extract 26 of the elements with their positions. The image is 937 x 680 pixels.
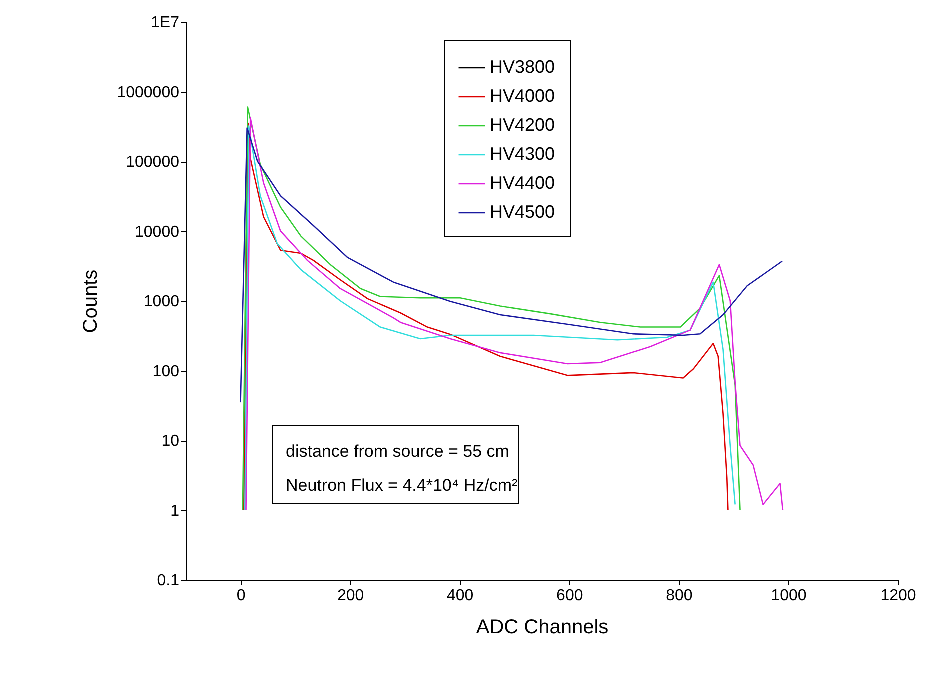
x-tick-label: 1200 bbox=[880, 588, 916, 604]
annotation: Neutron Flux = 4.4*10⁴ Hz/cm² bbox=[286, 476, 518, 495]
y-tick-label: 1000000 bbox=[117, 84, 180, 102]
x-axis-title: ADC Channels bbox=[476, 616, 609, 638]
y-tick-label: 10 bbox=[162, 433, 180, 450]
x-tick-label: 1000 bbox=[771, 588, 807, 604]
legend-label: HV4300 bbox=[490, 144, 556, 164]
y-tick-label: 10000 bbox=[135, 224, 180, 241]
y-tick-label: 1000 bbox=[144, 294, 180, 310]
legend-label: HV3800 bbox=[490, 57, 556, 77]
x-tick-label: 0 bbox=[236, 588, 246, 604]
y-tick-label: 100000 bbox=[126, 154, 180, 171]
legend-label: HV4400 bbox=[490, 173, 556, 193]
y-axis-title: Counts bbox=[80, 270, 102, 334]
y-tick-label: 0.1 bbox=[157, 572, 180, 590]
legend-label: HV4500 bbox=[490, 202, 556, 222]
y-tick-label: 1E7 bbox=[151, 14, 180, 32]
x-tick-label: 600 bbox=[556, 588, 584, 604]
x-tick-label: 800 bbox=[666, 588, 693, 604]
x-tick-label: 200 bbox=[337, 588, 364, 604]
x-tick-label: 400 bbox=[446, 588, 474, 604]
legend-label: HV4000 bbox=[490, 86, 556, 106]
annotation: distance from source = 55 cm bbox=[286, 442, 510, 461]
legend-label: HV4200 bbox=[490, 115, 556, 135]
y-tick-label: 100 bbox=[152, 363, 180, 380]
y-tick-label: 1 bbox=[170, 502, 180, 520]
